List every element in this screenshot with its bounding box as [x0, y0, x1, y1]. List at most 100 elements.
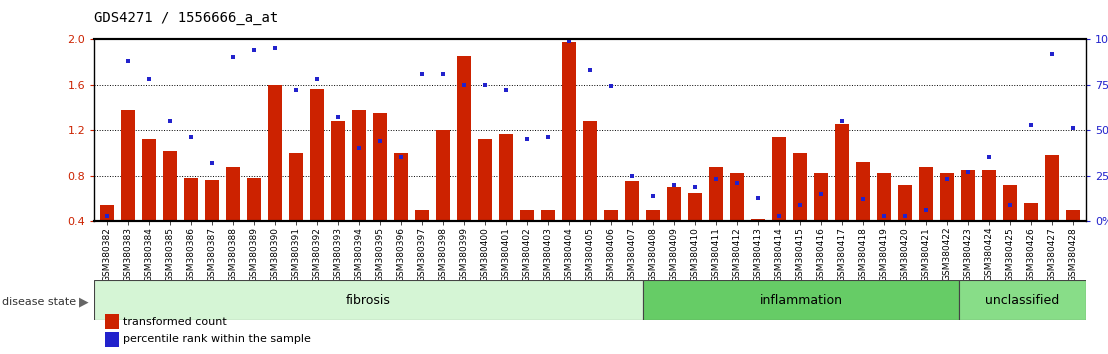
Bar	[604, 210, 618, 221]
Point	[1002, 202, 1019, 208]
Point	[981, 155, 998, 160]
Bar	[962, 170, 975, 221]
Bar	[479, 139, 492, 221]
Bar	[437, 130, 450, 221]
Point	[875, 213, 893, 219]
Bar	[646, 210, 660, 221]
Text: disease state: disease state	[2, 297, 76, 307]
Bar	[100, 205, 114, 221]
Point	[854, 196, 872, 202]
Bar	[709, 167, 722, 221]
Bar	[163, 150, 176, 221]
Point	[896, 213, 914, 219]
Bar	[814, 173, 828, 221]
Bar	[772, 137, 786, 221]
Point	[203, 160, 220, 166]
Point	[1065, 125, 1083, 131]
Point	[371, 138, 389, 144]
Bar	[142, 139, 155, 221]
Text: fibrosis: fibrosis	[346, 293, 391, 307]
Point	[413, 71, 431, 76]
Point	[938, 177, 956, 182]
Bar	[960, 280, 1086, 320]
Point	[561, 38, 578, 44]
Point	[161, 118, 178, 124]
Bar	[730, 173, 743, 221]
Bar	[394, 153, 408, 221]
Point	[623, 173, 640, 178]
Point	[476, 82, 494, 87]
Text: GDS4271 / 1556666_a_at: GDS4271 / 1556666_a_at	[94, 11, 278, 25]
Point	[266, 45, 284, 51]
Bar	[983, 170, 996, 221]
Text: percentile rank within the sample: percentile rank within the sample	[123, 335, 311, 344]
Bar	[899, 185, 912, 221]
Text: unclassified: unclassified	[985, 293, 1059, 307]
Point	[350, 145, 368, 151]
Point	[140, 76, 157, 82]
Point	[917, 207, 935, 213]
Point	[728, 180, 746, 186]
Bar	[878, 173, 891, 221]
Bar	[667, 187, 681, 221]
Point	[665, 182, 683, 188]
Bar	[226, 167, 239, 221]
Point	[392, 155, 410, 160]
Bar	[247, 178, 260, 221]
Point	[98, 213, 115, 219]
Point	[812, 191, 830, 197]
Bar	[268, 85, 281, 221]
Bar	[643, 280, 960, 320]
Bar	[688, 193, 701, 221]
Bar	[373, 113, 387, 221]
Point	[581, 67, 598, 73]
Point	[329, 114, 347, 120]
Bar	[310, 89, 324, 221]
Bar	[416, 210, 429, 221]
Point	[833, 118, 851, 124]
Bar	[751, 219, 765, 221]
Point	[686, 184, 704, 189]
Point	[644, 193, 661, 199]
Point	[602, 84, 619, 89]
Bar	[583, 121, 597, 221]
Bar	[562, 42, 576, 221]
Bar	[1066, 210, 1080, 221]
Point	[434, 71, 452, 76]
Bar	[1045, 155, 1059, 221]
Bar	[793, 153, 807, 221]
Bar	[205, 180, 218, 221]
Bar	[920, 167, 933, 221]
Point	[308, 76, 326, 82]
Point	[540, 135, 557, 140]
Point	[224, 54, 242, 60]
Bar	[625, 181, 639, 221]
Point	[1044, 51, 1061, 56]
Text: inflammation: inflammation	[759, 293, 842, 307]
Bar	[941, 173, 954, 221]
Bar	[541, 210, 555, 221]
Point	[519, 136, 536, 142]
Point	[182, 135, 199, 140]
Bar	[352, 110, 366, 221]
Bar	[835, 124, 849, 221]
Text: transformed count: transformed count	[123, 317, 227, 327]
Bar	[458, 56, 471, 221]
Text: ▶: ▶	[79, 295, 89, 308]
Point	[749, 195, 767, 200]
Bar	[520, 210, 534, 221]
Point	[119, 58, 136, 64]
Bar	[94, 280, 643, 320]
Bar	[121, 110, 135, 221]
Bar	[499, 133, 513, 221]
Point	[791, 202, 809, 208]
Bar	[331, 121, 345, 221]
Point	[1023, 122, 1040, 127]
Point	[245, 47, 263, 53]
Bar	[1004, 185, 1017, 221]
Bar	[184, 178, 197, 221]
Point	[497, 87, 515, 93]
Bar	[856, 162, 870, 221]
Point	[770, 213, 788, 219]
Point	[960, 169, 977, 175]
